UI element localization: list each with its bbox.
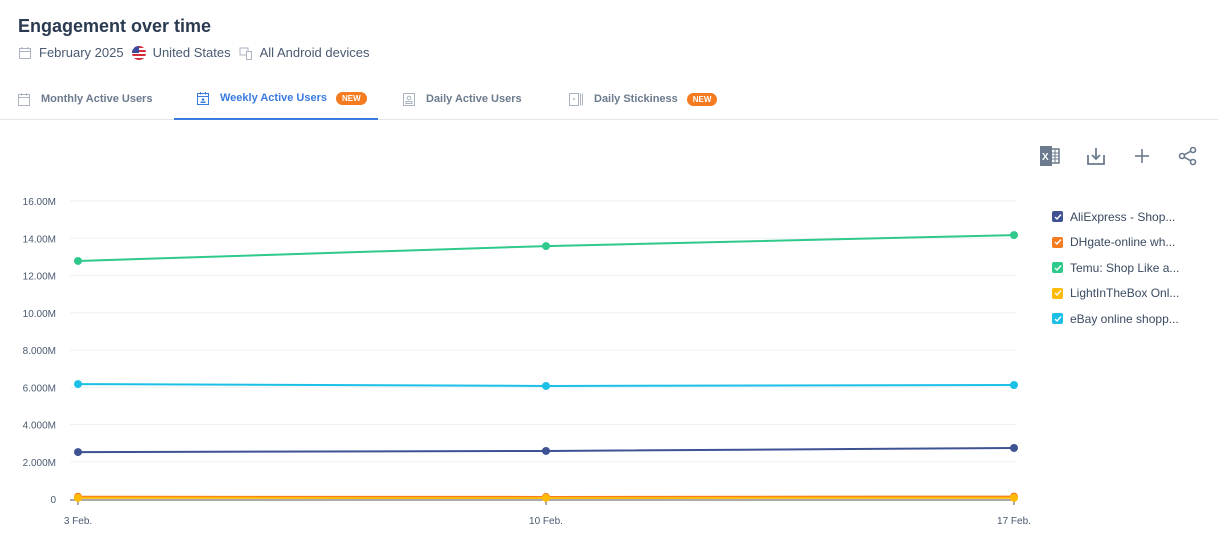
x-tick-label: 10 Feb.: [529, 516, 563, 527]
calendar-week-icon: [197, 91, 209, 105]
data-point[interactable]: [74, 448, 82, 457]
checkbox-checked-icon[interactable]: [1052, 211, 1063, 223]
y-tick-label: 2.000M: [23, 458, 56, 469]
legend-item[interactable]: AliExpress - Shop...: [1052, 204, 1179, 230]
page-title: Engagement over time: [18, 16, 212, 36]
series-line[interactable]: [74, 493, 1018, 502]
device-label: All Android devices: [259, 45, 370, 60]
y-tick-label: 8.000M: [23, 346, 56, 357]
tab-label: Daily Stickiness: [594, 93, 678, 105]
add-icon: [1135, 149, 1149, 163]
stickiness-icon: [569, 92, 583, 106]
new-badge: NEW: [686, 92, 718, 106]
legend-label: AliExpress - Shop...: [1070, 209, 1176, 224]
legend-label: eBay online shopp...: [1070, 311, 1179, 326]
data-point[interactable]: [74, 493, 82, 502]
tab-daily-stickiness[interactable]: Daily Stickiness NEW: [569, 78, 718, 120]
chart-legend: AliExpress - Shop... DHgate-online wh... T…: [1052, 204, 1179, 332]
y-tick-label: 0: [50, 495, 56, 506]
data-point[interactable]: [1010, 493, 1018, 502]
legend-item[interactable]: DHgate-online wh...: [1052, 230, 1179, 256]
y-tick-label: 12.00M: [23, 272, 56, 283]
legend-label: Temu: Shop Like a...: [1070, 260, 1180, 275]
user-card-icon: [403, 92, 415, 106]
excel-export-icon: X: [1040, 146, 1060, 166]
checkbox-checked-icon[interactable]: [1052, 236, 1063, 248]
series-line[interactable]: [74, 443, 1018, 457]
tab-monthly-active-users[interactable]: Monthly Active Users: [18, 78, 152, 120]
us-flag-icon: [131, 45, 146, 60]
data-point[interactable]: [1010, 231, 1018, 240]
y-tick-label: 14.00M: [23, 234, 56, 245]
checkbox-checked-icon[interactable]: [1052, 313, 1063, 325]
series-line[interactable]: [74, 231, 1018, 265]
svg-text:X: X: [1042, 152, 1049, 163]
data-point[interactable]: [1010, 443, 1018, 452]
y-tick-label: 16.00M: [23, 197, 56, 208]
add-button[interactable]: [1130, 144, 1154, 168]
share-icon: [1178, 146, 1197, 166]
data-point[interactable]: [74, 256, 82, 265]
data-point[interactable]: [542, 493, 550, 502]
data-point[interactable]: [542, 242, 550, 251]
series-line[interactable]: [74, 380, 1018, 390]
checkbox-checked-icon[interactable]: [1052, 262, 1063, 274]
calendar-icon: [19, 46, 31, 59]
data-point[interactable]: [542, 381, 550, 390]
tab-label: Daily Active Users: [426, 93, 522, 105]
chart-toolbar: X: [1016, 144, 1200, 168]
checkbox-checked-icon[interactable]: [1052, 287, 1063, 299]
filter-summary: February 2025 United States All Android …: [18, 45, 377, 60]
new-badge: NEW: [336, 91, 367, 105]
legend-label: LightInTheBox Onl...: [1070, 286, 1180, 301]
metric-tabs: Monthly Active Users Weekly Active Users…: [0, 78, 1218, 120]
x-tick-label: 3 Feb.: [64, 516, 92, 527]
download-button[interactable]: [1084, 144, 1108, 168]
data-point[interactable]: [74, 380, 82, 389]
y-tick-label: 6.000M: [23, 383, 56, 394]
download-icon: [1087, 148, 1105, 165]
country-label: United States: [152, 45, 231, 60]
data-point[interactable]: [1010, 381, 1018, 390]
excel-export-button[interactable]: X: [1038, 144, 1062, 168]
date-label: February 2025: [39, 45, 124, 60]
line-chart: 0 2.000M 4.000M 6.000M 8.000M 10.00M 12.00M 14.…: [23, 197, 1031, 527]
calendar-icon: [18, 92, 30, 106]
data-point[interactable]: [542, 446, 550, 455]
devices-icon: [239, 47, 252, 60]
tab-label: Monthly Active Users: [41, 93, 153, 105]
legend-item[interactable]: LightInTheBox Onl...: [1052, 281, 1179, 307]
y-tick-label: 10.00M: [23, 309, 56, 320]
tab-daily-active-users[interactable]: Daily Active Users: [403, 78, 522, 120]
x-tick-label: 17 Feb.: [997, 516, 1031, 527]
legend-item[interactable]: Temu: Shop Like a...: [1052, 255, 1179, 281]
legend-label: DHgate-online wh...: [1070, 235, 1176, 250]
legend-item[interactable]: eBay online shopp...: [1052, 306, 1179, 332]
y-tick-label: 4.000M: [23, 421, 56, 432]
tab-weekly-active-users[interactable]: Weekly Active Users NEW: [174, 78, 378, 120]
share-button[interactable]: [1176, 144, 1200, 168]
tab-label: Weekly Active Users: [220, 92, 328, 104]
